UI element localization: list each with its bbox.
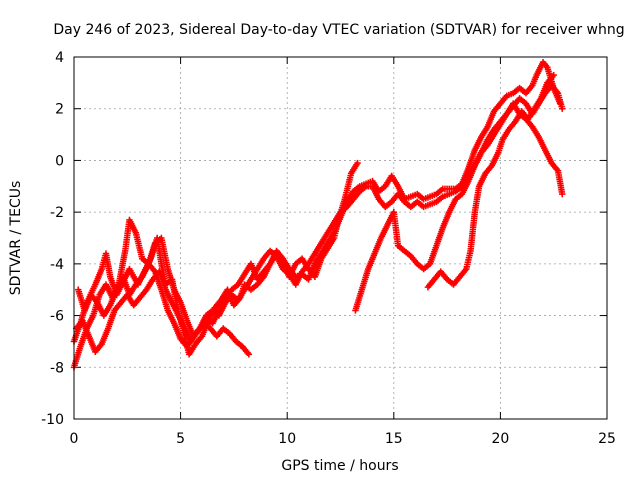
x-tick-labels: 0 5 10 15 20 25 xyxy=(70,431,616,447)
y-tick-labels: -10 -8 -6 -4 -2 0 2 4 xyxy=(41,50,64,428)
data-point xyxy=(245,351,253,358)
series-track-4 xyxy=(72,268,253,358)
y-tick-label: -2 xyxy=(50,205,64,221)
x-axis-label: GPS time / hours xyxy=(281,458,398,474)
y-tick-label: 2 xyxy=(55,102,64,118)
plot-frame xyxy=(73,56,608,420)
chart-title: Day 246 of 2023, Sidereal Day-to-day VTE… xyxy=(53,22,624,38)
data-point xyxy=(559,190,566,198)
series-track-6 xyxy=(424,71,557,291)
x-tick-label: 0 xyxy=(70,431,79,447)
data-point xyxy=(559,105,566,112)
y-tick-label: -8 xyxy=(50,360,64,376)
y-tick-label: -6 xyxy=(50,309,64,325)
y-tick-label: -4 xyxy=(50,257,64,273)
data-point xyxy=(354,159,361,167)
data-point xyxy=(550,71,557,79)
x-tick-label: 20 xyxy=(491,431,509,447)
y-tick-label: 4 xyxy=(55,50,64,66)
x-tick-label: 5 xyxy=(176,431,185,447)
y-axis-label: SDTVAR / TECUs xyxy=(8,181,24,296)
x-tick-label: 25 xyxy=(598,431,616,447)
series-track-5 xyxy=(352,100,566,314)
series-track-3 xyxy=(75,82,566,350)
y-tick-label: -10 xyxy=(41,412,64,428)
y-tick-label: 0 xyxy=(55,153,64,169)
data-points xyxy=(70,58,566,371)
x-tick-label: 10 xyxy=(278,431,296,447)
x-tick-label: 15 xyxy=(385,431,403,447)
